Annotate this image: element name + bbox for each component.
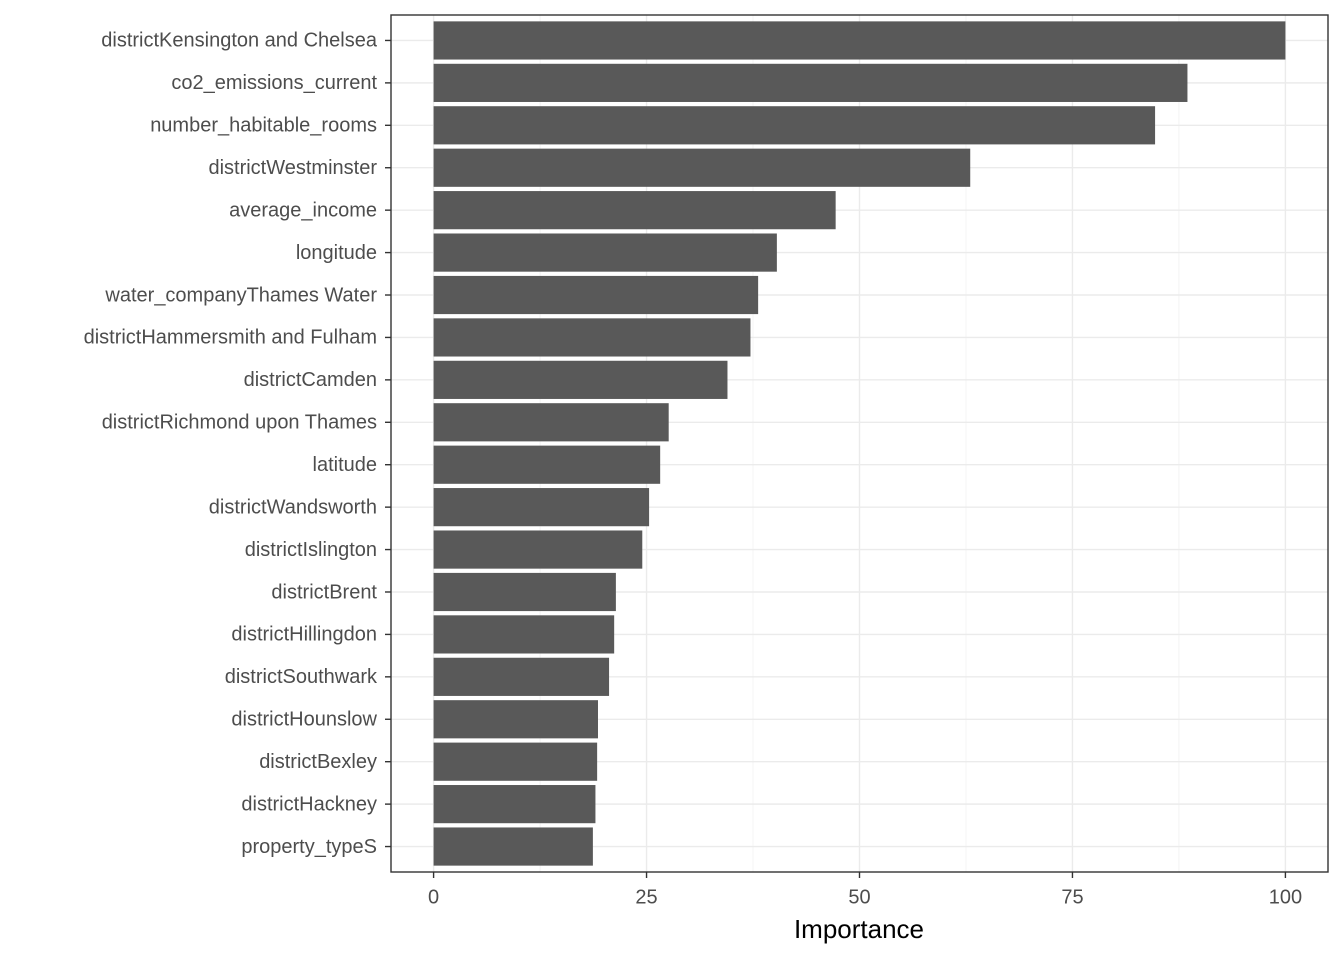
bar: [433, 700, 598, 739]
bar: [433, 785, 596, 824]
y-tick-label: districtSouthwark: [225, 666, 378, 688]
y-tick-label: districtCamden: [244, 369, 377, 391]
bar: [433, 360, 728, 399]
y-tick-label: districtKensington and Chelsea: [101, 30, 378, 52]
y-tick-label: latitude: [313, 454, 378, 476]
y-tick-label: districtBexley: [259, 751, 377, 773]
x-tick-label: 25: [635, 886, 657, 908]
y-tick-label: districtRichmond upon Thames: [102, 412, 377, 434]
bar: [433, 403, 669, 442]
y-tick-label: districtWandsworth: [209, 496, 377, 518]
bar: [433, 63, 1188, 102]
bar: [433, 530, 643, 569]
bar: [433, 615, 615, 654]
bar: [433, 488, 650, 527]
y-tick-label: property_typeS: [241, 836, 377, 858]
x-tick-label: 0: [428, 886, 439, 908]
bar: [433, 233, 777, 272]
bar: [433, 191, 836, 230]
bar: [433, 318, 751, 357]
y-tick-label: districtHackney: [241, 793, 377, 815]
y-tick-label: longitude: [296, 242, 377, 264]
y-tick-label: average_income: [229, 199, 377, 221]
bar: [433, 275, 759, 315]
bar: [433, 21, 1286, 60]
y-tick-label: districtIslington: [245, 539, 377, 561]
bar: [433, 657, 610, 696]
bar: [433, 742, 598, 781]
y-tick-label: districtHounslow: [231, 709, 377, 731]
panel-border: [390, 14, 1329, 873]
y-tick-label: districtHammersmith and Fulham: [84, 327, 377, 349]
bar: [433, 148, 971, 187]
x-tick-label: 75: [1061, 886, 1083, 908]
bar: [433, 827, 593, 866]
x-tick-label: 50: [848, 886, 870, 908]
x-tick-label: 100: [1269, 886, 1302, 908]
y-tick-label: districtBrent: [271, 581, 377, 603]
y-tick-label: water_companyThames Water: [104, 284, 377, 306]
y-tick-label: co2_emissions_current: [171, 72, 377, 94]
y-tick-label: districtHillingdon: [231, 624, 377, 646]
x-axis-title: Importance: [794, 914, 924, 944]
y-tick-label: districtWestminster: [208, 157, 377, 179]
bar: [433, 106, 1156, 145]
y-tick-label: number_habitable_rooms: [150, 115, 377, 137]
bar: [433, 445, 661, 484]
bar: [433, 572, 616, 612]
